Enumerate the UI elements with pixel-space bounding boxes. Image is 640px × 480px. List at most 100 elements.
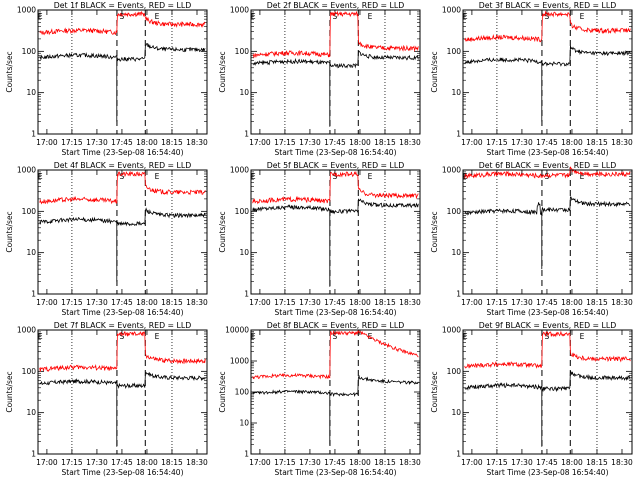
marker-e: E — [155, 332, 160, 341]
plot-frame — [250, 169, 421, 295]
x-tick-label: 17:15 — [486, 138, 508, 147]
y-tick-label: 1000 — [17, 326, 36, 335]
x-tick-label: 17:45 — [536, 458, 558, 467]
x-tick-label: 17:45 — [324, 298, 346, 307]
series-lld-line — [464, 330, 631, 369]
marker-e: E — [38, 332, 43, 341]
marker-e: E — [251, 172, 256, 181]
y-tick-label: 1 — [456, 290, 461, 299]
x-tick-label: 18:15 — [586, 138, 608, 147]
y-tick-label: 100 — [447, 47, 462, 56]
plot-frame — [462, 169, 633, 295]
y-axis-label: Counts/sec — [430, 51, 439, 92]
y-axis-label: Counts/sec — [218, 371, 227, 412]
x-tick-label: 18:30 — [186, 138, 208, 147]
x-tick-label: 17:15 — [61, 298, 83, 307]
y-axis-label: Counts/sec — [218, 51, 227, 92]
series-events-line — [39, 371, 206, 447]
x-tick-label: 17:30 — [511, 458, 533, 467]
x-tick-label: 17:45 — [324, 138, 346, 147]
y-tick-label: 1 — [31, 450, 36, 459]
x-tick-label: 17:15 — [274, 138, 296, 147]
panel-7: Det 7f BLACK = Events, RED = LLD Counts/s… — [5, 321, 208, 477]
panel-5: Det 5f BLACK = Events, RED = LLD Counts/s… — [218, 161, 421, 317]
y-tick-label: 100 — [447, 207, 462, 216]
marker-s: S — [120, 12, 125, 21]
x-tick-label: 18:30 — [186, 298, 208, 307]
x-tick-label: 17:00 — [461, 298, 483, 307]
x-axis-label: Start Time (23-Sep-08 16:54:40) — [275, 148, 397, 157]
y-tick-label: 100 — [22, 367, 37, 376]
marker-e: E — [463, 12, 468, 21]
y-tick-label: 10 — [451, 248, 461, 257]
x-axis-label: Start Time (23-Sep-08 16:54:40) — [275, 468, 397, 477]
x-axis-label: Start Time (23-Sep-08 16:54:40) — [487, 308, 609, 317]
y-tick-label: 1000 — [230, 357, 249, 366]
x-tick-label: 18:30 — [186, 458, 208, 467]
x-tick-label: 17:00 — [36, 458, 58, 467]
series-events-line — [464, 196, 631, 270]
marker-e: E — [251, 12, 256, 21]
marker-e: E — [155, 172, 160, 181]
x-tick-label: 17:30 — [511, 138, 533, 147]
x-tick-label: 17:15 — [61, 458, 83, 467]
panel-title: Det 6f BLACK = Events, RED = LLD — [479, 161, 617, 170]
series-lld-line — [464, 10, 631, 43]
panel-title: Det 1f BLACK = Events, RED = LLD — [54, 1, 192, 10]
y-tick-label: 1000 — [17, 166, 36, 175]
series-events-line — [464, 45, 631, 122]
plot-frame — [37, 9, 208, 135]
x-tick-label: 17:45 — [536, 298, 558, 307]
y-tick-label: 10 — [26, 408, 36, 417]
series-events-line — [252, 374, 419, 445]
series-events-line — [252, 198, 419, 287]
y-tick-label: 100 — [235, 388, 250, 397]
x-tick-label: 17:15 — [274, 458, 296, 467]
plot-frame — [250, 9, 421, 135]
panel-title: Det 7f BLACK = Events, RED = LLD — [54, 321, 192, 330]
marker-e: E — [251, 332, 256, 341]
x-tick-label: 18:15 — [161, 138, 183, 147]
y-tick-label: 1 — [31, 290, 36, 299]
y-tick-label: 1 — [456, 450, 461, 459]
x-tick-label: 18:00 — [561, 458, 583, 467]
y-axis-label: Counts/sec — [5, 371, 14, 412]
panel-title: Det 2f BLACK = Events, RED = LLD — [267, 1, 405, 10]
x-tick-label: 17:00 — [36, 138, 58, 147]
y-tick-label: 1 — [244, 130, 249, 139]
marker-s: S — [333, 172, 338, 181]
panel-title: Det 9f BLACK = Events, RED = LLD — [479, 321, 617, 330]
marker-s: S — [120, 332, 125, 341]
x-tick-label: 18:15 — [586, 298, 608, 307]
marker-e: E — [368, 172, 373, 181]
y-tick-label: 10 — [239, 248, 249, 257]
x-tick-label: 18:30 — [611, 138, 633, 147]
y-tick-label: 10000 — [225, 326, 249, 335]
marker-e: E — [38, 12, 43, 21]
panel-title: Det 8f BLACK = Events, RED = LLD — [267, 321, 405, 330]
x-tick-label: 17:15 — [486, 458, 508, 467]
x-tick-label: 17:30 — [511, 298, 533, 307]
x-tick-label: 18:00 — [136, 138, 158, 147]
x-tick-label: 17:00 — [249, 298, 271, 307]
y-tick-label: 10 — [26, 88, 36, 97]
marker-s: S — [545, 12, 550, 21]
marker-s: S — [333, 332, 338, 341]
marker-e: E — [463, 332, 468, 341]
y-tick-label: 10 — [451, 88, 461, 97]
x-tick-label: 17:00 — [36, 298, 58, 307]
marker-s: S — [545, 172, 550, 181]
series-events-line — [252, 50, 419, 127]
x-tick-label: 17:45 — [111, 138, 133, 147]
series-events-line — [464, 370, 631, 447]
panel-8: Det 8f BLACK = Events, RED = LLD Counts/s… — [218, 321, 421, 477]
y-tick-label: 1 — [456, 130, 461, 139]
plot-frame — [250, 329, 421, 455]
x-tick-label: 18:15 — [161, 298, 183, 307]
x-tick-label: 18:30 — [399, 138, 421, 147]
x-axis-label: Start Time (23-Sep-08 16:54:40) — [275, 308, 397, 317]
plot-frame — [37, 329, 208, 455]
x-tick-label: 18:30 — [399, 298, 421, 307]
y-tick-label: 10 — [239, 419, 249, 428]
series-lld-line — [39, 331, 206, 372]
